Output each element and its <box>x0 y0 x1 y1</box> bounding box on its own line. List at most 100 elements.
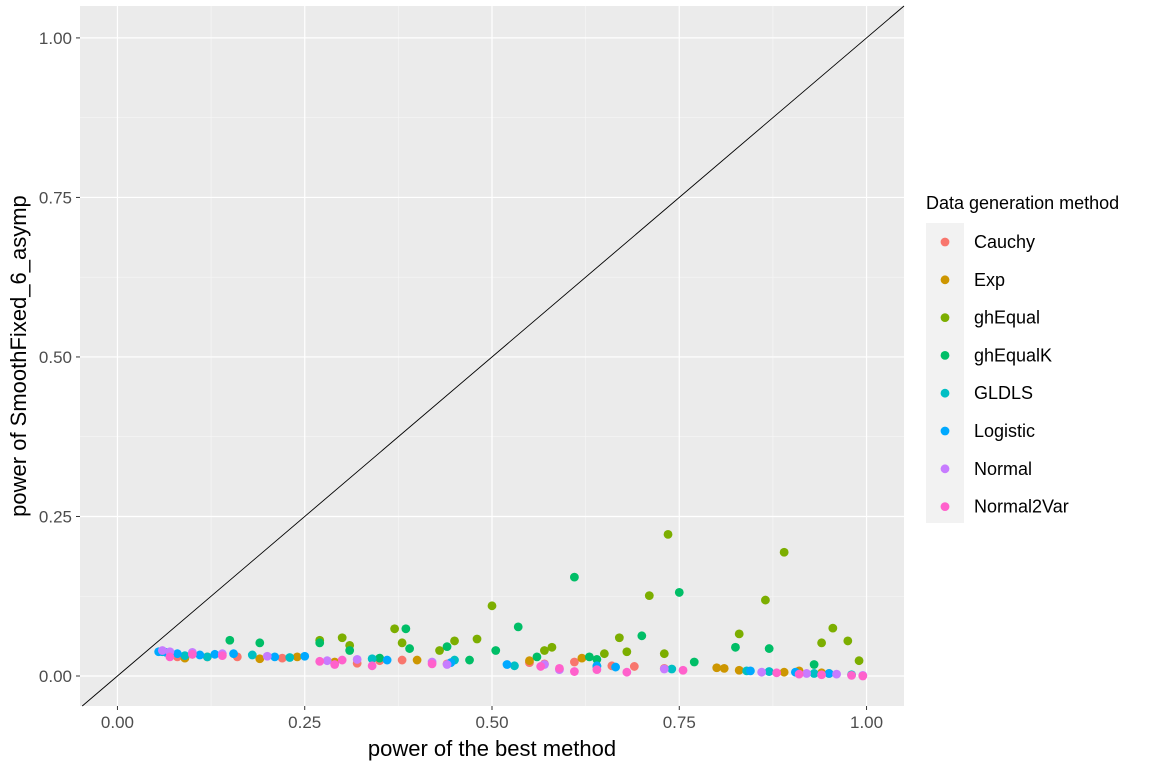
point-logistic <box>824 669 834 678</box>
point-normal2var <box>794 669 804 679</box>
legend-label-ghequalk: ghEqualK <box>974 345 1052 365</box>
point-exp <box>719 663 729 673</box>
point-gldls <box>367 654 377 664</box>
point-ghequalk <box>513 622 523 632</box>
point-ghequal <box>547 642 557 652</box>
legend-key-exp <box>940 275 950 285</box>
point-gldls <box>667 664 677 674</box>
point-normal2var <box>678 665 688 675</box>
point-ghequal <box>614 633 624 643</box>
point-ghequalk <box>401 624 411 634</box>
point-ghequal <box>779 547 789 557</box>
point-normal2var <box>772 668 782 678</box>
point-normal2var <box>315 656 325 666</box>
point-normal <box>659 664 669 674</box>
point-cauchy <box>397 655 407 665</box>
legend-label-ghequal: ghEqual <box>974 308 1040 328</box>
point-exp <box>712 663 722 673</box>
point-normal <box>832 669 841 679</box>
legend-key-logistic <box>940 426 950 436</box>
point-ghequal <box>663 529 673 539</box>
point-ghequal <box>397 638 407 648</box>
point-ghequalk <box>345 646 355 655</box>
point-ghequalk <box>592 655 602 664</box>
point-logistic <box>611 662 620 672</box>
point-cauchy <box>570 657 579 667</box>
point-logistic <box>210 649 220 659</box>
point-logistic <box>270 652 280 662</box>
point-ghequalk <box>689 657 699 667</box>
point-normal2var <box>847 670 856 680</box>
legend-label-normal: Normal <box>974 459 1032 479</box>
point-logistic <box>300 651 310 661</box>
x-tick-label: 0.50 <box>475 713 508 732</box>
point-normal2var <box>536 662 546 671</box>
point-ghequalk <box>375 653 385 663</box>
point-gldls <box>510 661 519 671</box>
point-logistic <box>502 660 512 669</box>
point-ghequal <box>472 634 482 644</box>
identity-reference-line <box>81 5 905 707</box>
point-gldls <box>180 651 190 660</box>
point-gldls <box>809 669 819 678</box>
point-exp <box>292 652 302 662</box>
point-ghequal <box>540 646 549 655</box>
y-axis-ticks: 0.00 0.25 0.50 0.75 1.00 <box>39 29 80 686</box>
point-ghequal <box>435 646 444 655</box>
point-normal <box>757 667 767 677</box>
point-logistic <box>382 655 392 665</box>
x-tick-label: 0.00 <box>101 713 134 732</box>
point-ghequalk <box>255 638 265 648</box>
y-axis-title: power of SmoothFixed_6_asymp <box>6 195 31 517</box>
legend-label-exp: Exp <box>974 270 1005 290</box>
point-normal <box>802 669 812 678</box>
point-exp <box>577 653 587 663</box>
point-normal <box>158 646 167 655</box>
point-ghequal <box>337 633 347 643</box>
y-tick-label: 0.75 <box>39 188 72 207</box>
point-ghequal <box>843 636 853 646</box>
identity-line <box>81 5 905 707</box>
x-axis-title: power of the best method <box>368 736 616 761</box>
legend-title: Data generation method <box>926 193 1119 213</box>
legend-label-cauchy: Cauchy <box>974 232 1035 252</box>
legend-key-ghequalk <box>940 351 950 360</box>
point-ghequalk <box>405 644 414 653</box>
legend-key-cauchy <box>940 237 950 247</box>
point-ghequalk <box>637 631 647 641</box>
point-ghequal <box>817 638 826 648</box>
point-exp <box>255 654 265 664</box>
point-normal2var <box>592 665 602 675</box>
legend-key-background <box>926 223 964 523</box>
legend-label-normal2var: Normal2Var <box>974 497 1069 517</box>
point-cauchy <box>277 653 287 663</box>
grid-major <box>80 6 904 706</box>
point-ghequal <box>487 601 497 611</box>
point-normal2var <box>858 671 868 681</box>
x-tick-label: 1.00 <box>850 713 883 732</box>
point-exp <box>412 655 422 665</box>
y-tick-label: 0.50 <box>39 348 72 367</box>
point-normal2var <box>337 655 347 665</box>
point-normal2var <box>165 652 175 662</box>
point-ghequalk <box>465 655 474 665</box>
point-ghequalk <box>570 572 579 582</box>
legend-key-normal <box>940 464 950 474</box>
point-logistic <box>229 649 238 659</box>
point-ghequal <box>734 629 744 639</box>
point-ghequal <box>828 623 838 633</box>
point-ghequal <box>659 649 669 659</box>
point-logistic <box>746 666 755 676</box>
point-normal <box>322 656 332 666</box>
point-ghequalk <box>532 652 542 662</box>
point-ghequal <box>599 649 609 659</box>
point-normal <box>262 651 272 661</box>
x-tick-label: 0.75 <box>663 713 696 732</box>
point-ghequalk <box>315 638 325 648</box>
point-ghequal <box>622 647 632 657</box>
y-tick-label: 0.25 <box>39 507 72 526</box>
point-exp <box>779 667 789 677</box>
x-axis-ticks: 0.00 0.25 0.50 0.75 1.00 <box>101 706 883 732</box>
point-normal2var <box>622 667 632 677</box>
